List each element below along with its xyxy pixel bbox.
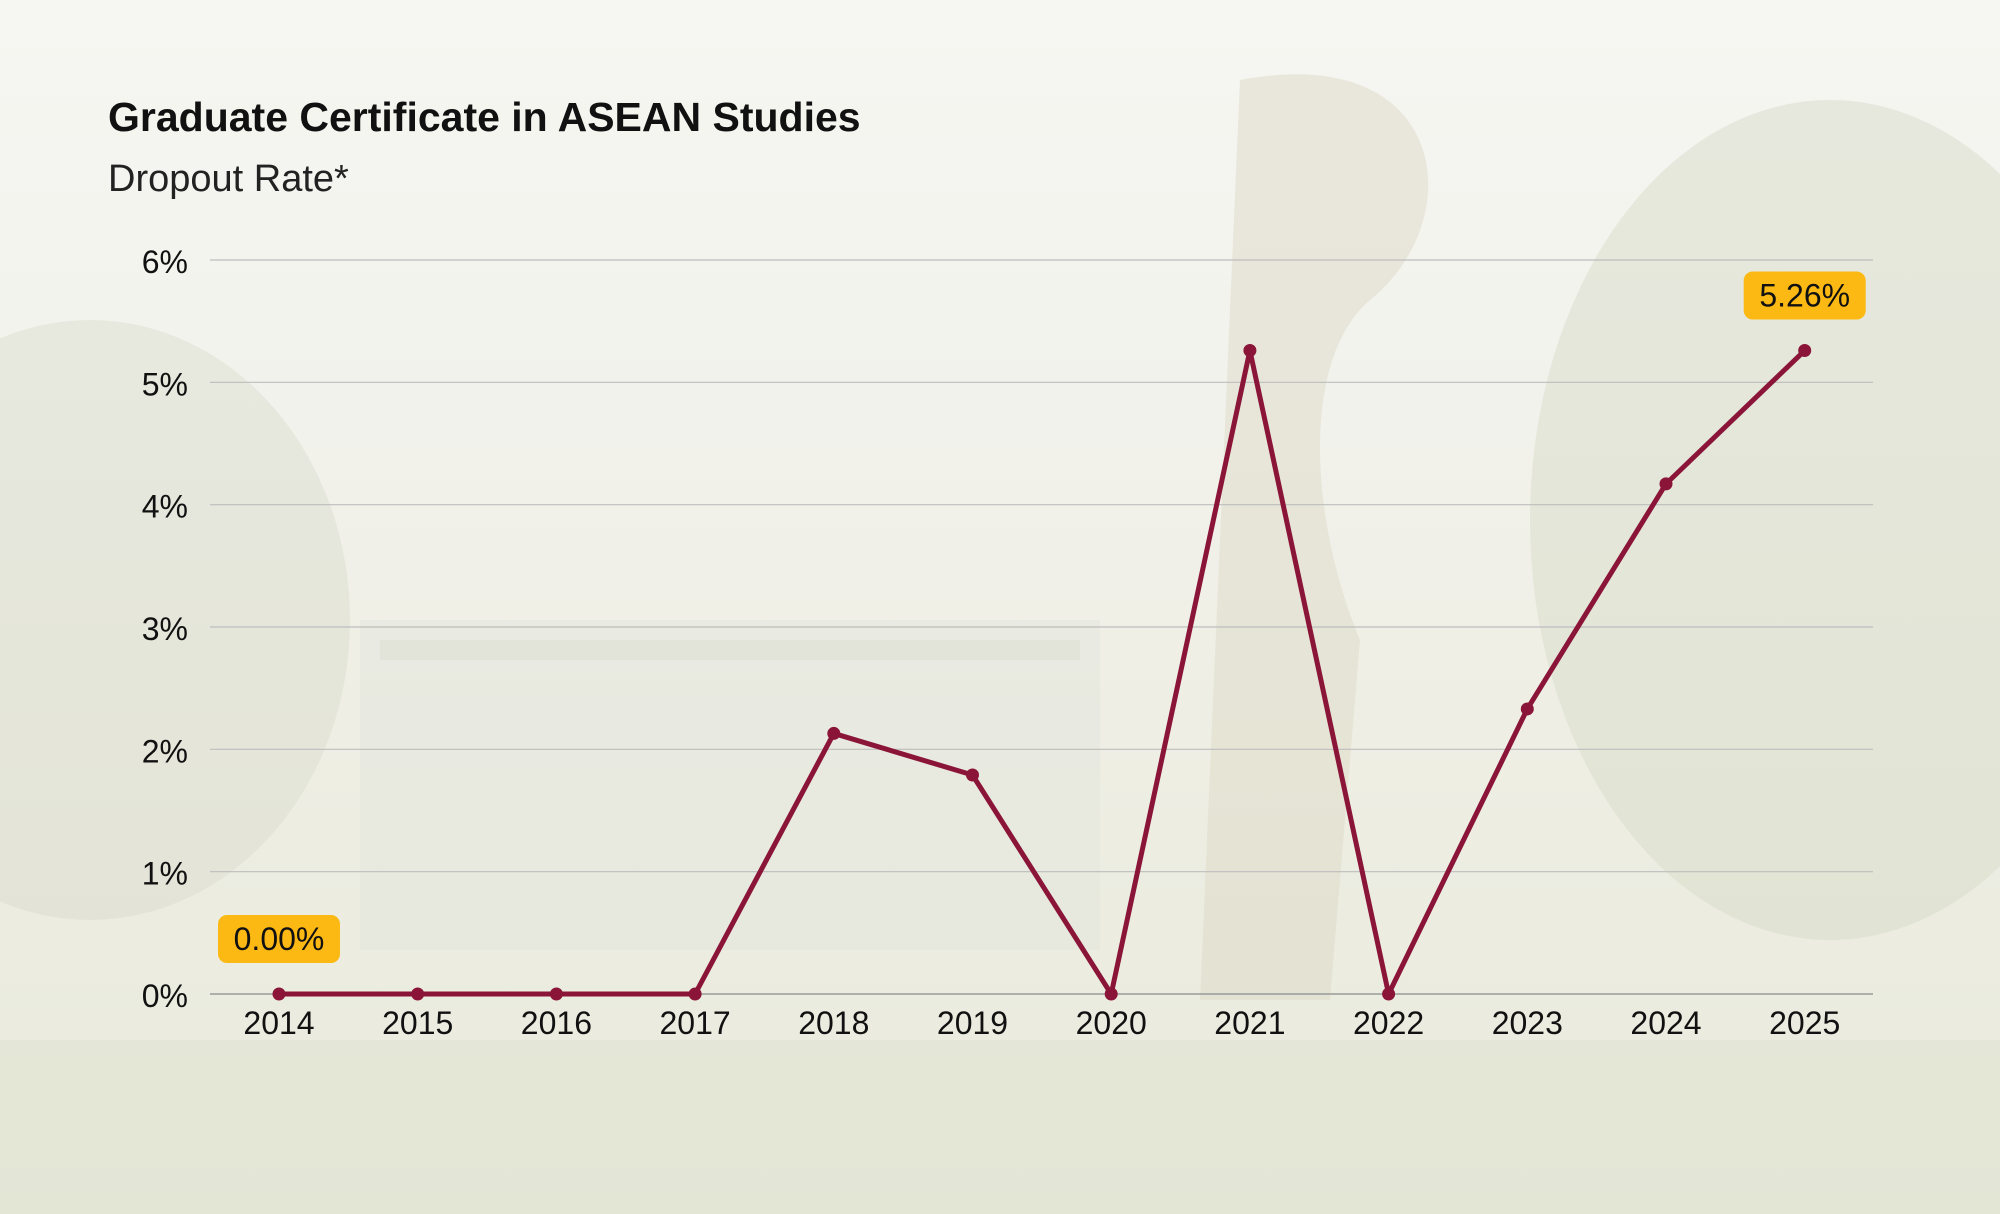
data-point	[688, 987, 702, 1001]
data-point	[827, 726, 841, 740]
data-label: 0.00%	[234, 921, 325, 957]
x-tick-label: 2017	[660, 1005, 731, 1041]
y-tick-label: 4%	[142, 489, 188, 525]
data-point	[1798, 344, 1812, 358]
x-tick-label: 2016	[521, 1005, 592, 1041]
x-tick-label: 2019	[937, 1005, 1008, 1041]
x-tick-label: 2021	[1214, 1005, 1285, 1041]
x-tick-label: 2018	[798, 1005, 869, 1041]
data-point	[1104, 987, 1118, 1001]
x-tick-label: 2022	[1353, 1005, 1424, 1041]
data-label-badge	[218, 915, 340, 963]
data-point	[272, 987, 286, 1001]
data-point	[1382, 987, 1396, 1001]
data-point	[1243, 344, 1257, 358]
data-point	[1520, 702, 1534, 716]
series-line	[276, 348, 1808, 997]
data-label-badge	[1743, 271, 1866, 320]
y-tick-label: 2%	[142, 733, 188, 769]
data-label: 5.26%	[1759, 278, 1850, 314]
data-point	[549, 987, 563, 1001]
y-tick-label: 1%	[142, 856, 188, 892]
y-tick-label: 0%	[142, 978, 188, 1014]
x-tick-label: 2024	[1630, 1005, 1701, 1041]
chart-subtitle: Dropout Rate*	[108, 158, 349, 200]
data-point	[966, 768, 979, 782]
y-tick-label: 6%	[142, 244, 188, 280]
chart-title: Graduate Certificate in ASEAN Studies	[108, 94, 861, 140]
x-tick-label: 2023	[1492, 1005, 1563, 1041]
data-point	[411, 987, 425, 1001]
x-tick-label: 2014	[243, 1005, 314, 1041]
data-point	[1659, 477, 1673, 491]
x-tick-label: 2020	[1076, 1005, 1147, 1041]
x-tick-label: 2015	[382, 1005, 453, 1041]
y-tick-label: 3%	[142, 611, 188, 647]
y-tick-label: 5%	[142, 366, 188, 402]
x-tick-label: 2025	[1769, 1005, 1840, 1041]
